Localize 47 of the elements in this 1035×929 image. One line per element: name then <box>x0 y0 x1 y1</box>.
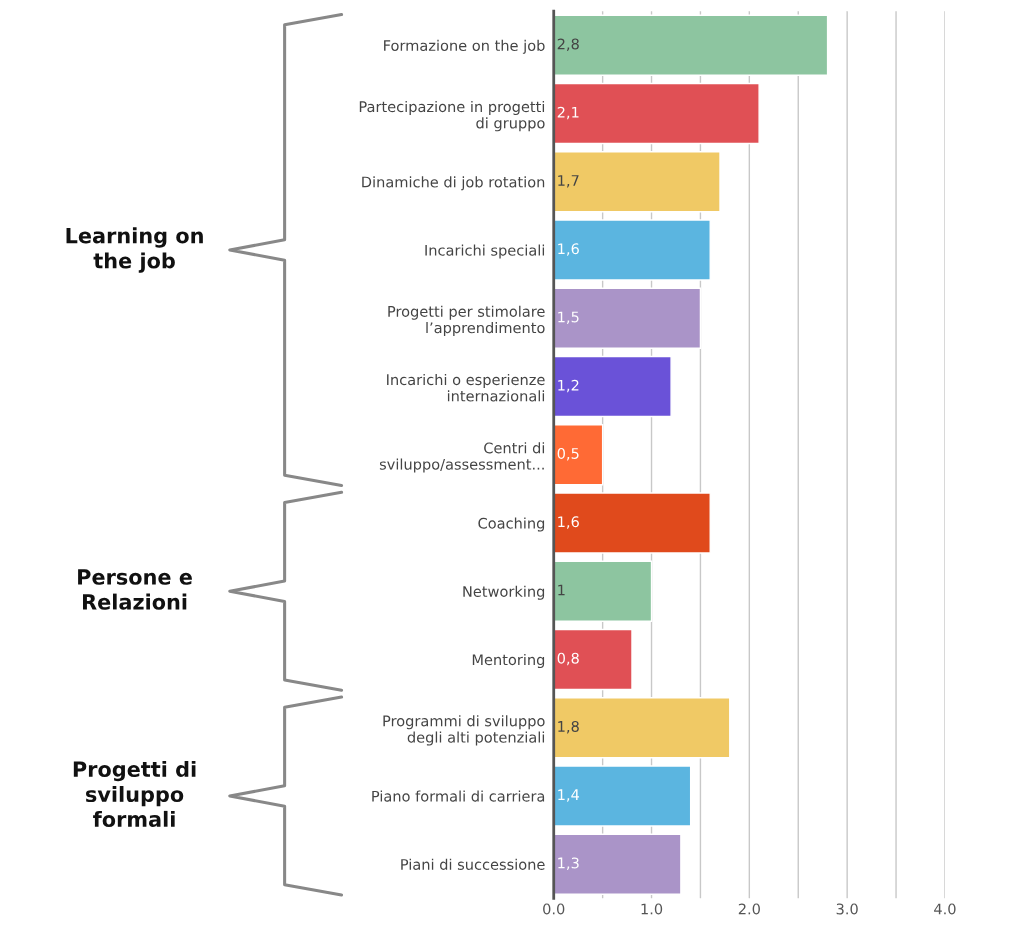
x-tick-label: 0.0 <box>543 903 565 915</box>
data-label: 0,5 <box>557 447 579 461</box>
bar <box>553 355 672 418</box>
x-tick-label: 3.0 <box>836 903 858 915</box>
data-label: 1,8 <box>558 720 579 734</box>
data-label: 2,1 <box>557 106 579 120</box>
text: Progetti di sviluppo formali <box>73 760 196 828</box>
bar <box>553 560 653 622</box>
y-tick-label: Formazione on the job <box>384 39 545 54</box>
bar <box>553 492 711 554</box>
bar <box>553 82 760 145</box>
data-label: 1,6 <box>558 516 579 529</box>
data-label: 2,8 <box>557 38 579 51</box>
y-tick-label: Piani di successione <box>401 858 545 870</box>
data-label: 1,4 <box>558 789 580 802</box>
bar <box>553 14 829 76</box>
bar <box>553 287 702 349</box>
x-tick-label: 4.0 <box>934 903 956 915</box>
text: Persone e Relazioni <box>78 569 192 610</box>
x-tick-label: 2.0 <box>738 903 760 915</box>
y-tick-label: Partecipazione in progetti di gruppo <box>359 100 545 132</box>
y-tick-label: Programmi di sviluppo degli alti potenziali <box>383 715 545 746</box>
bar <box>553 151 721 213</box>
bar <box>553 219 711 281</box>
data-label: 1,5 <box>558 311 579 324</box>
data-label: 1,3 <box>558 857 579 870</box>
y-tick-label: Progetti per stimolare l’apprendimento <box>388 305 545 337</box>
y-tick-label: Incarichi speciali <box>425 244 545 259</box>
y-tick-label: Coaching <box>478 517 545 532</box>
y-tick-label: Networking <box>463 585 545 600</box>
y-tick-label: Centri di sviluppo/assessment... <box>379 442 545 473</box>
data-label: 0,8 <box>557 652 579 666</box>
text: Learning on the job <box>66 227 203 273</box>
data-label: 1,7 <box>558 175 579 188</box>
data-label: 1,2 <box>558 379 579 393</box>
bar <box>553 628 633 691</box>
bar <box>553 765 692 827</box>
x-tick-label: 1.0 <box>641 903 663 915</box>
data-label: 1,6 <box>558 243 579 256</box>
bar <box>553 697 731 759</box>
y-tick-label: Mentoring <box>472 653 545 669</box>
data-label: 1 <box>558 584 565 596</box>
bar <box>553 833 682 895</box>
y-tick-label: Piano formali di carriera <box>372 790 545 802</box>
y-tick-label: Dinamiche di job rotation <box>362 176 545 191</box>
y-tick-label: Incarichi o esperienze internazionali <box>387 373 545 402</box>
bar <box>553 424 604 486</box>
